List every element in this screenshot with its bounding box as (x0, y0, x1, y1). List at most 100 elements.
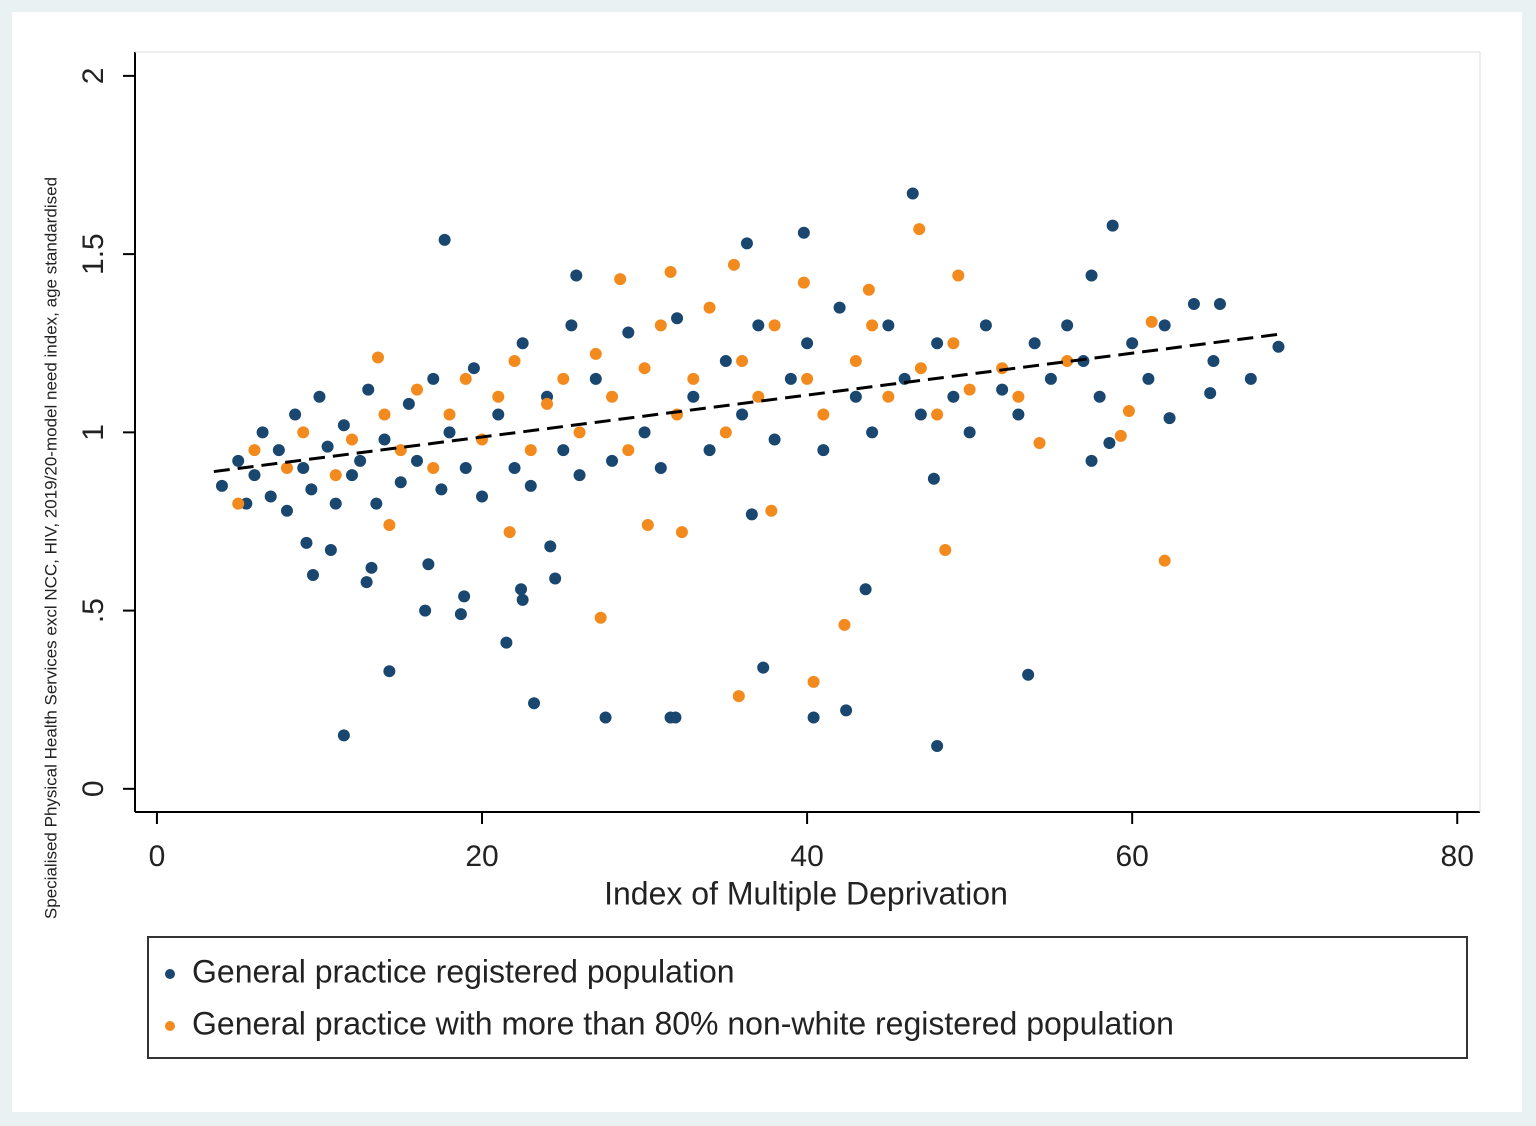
data-point (622, 444, 635, 457)
data-point (427, 462, 440, 475)
data-point (1114, 429, 1127, 442)
data-point (1085, 454, 1098, 467)
x-tick-label: 20 (465, 840, 498, 873)
data-point (515, 583, 528, 596)
data-point (939, 543, 952, 556)
data-point (931, 408, 944, 421)
x-tick-label: 80 (1441, 840, 1474, 873)
data-point (1012, 408, 1025, 421)
data-point (492, 390, 505, 403)
data-point (476, 490, 489, 503)
data-point (757, 661, 770, 674)
data-point (862, 283, 875, 296)
data-point (306, 568, 319, 581)
data-point (719, 426, 732, 439)
data-point (215, 479, 228, 492)
data-point (272, 444, 285, 457)
data-point (313, 390, 326, 403)
data-point (1142, 372, 1155, 385)
data-point (516, 593, 529, 606)
data-point (947, 390, 960, 403)
data-point (1033, 437, 1046, 450)
data-point (669, 711, 682, 724)
data-point (232, 497, 245, 510)
data-point (801, 337, 814, 350)
data-point (927, 472, 940, 485)
data-point (549, 572, 562, 585)
data-point (801, 372, 814, 385)
data-point (365, 561, 378, 574)
trend-line (213, 332, 1279, 474)
data-point (1044, 372, 1057, 385)
data-point (443, 426, 456, 439)
data-point (849, 355, 862, 368)
data-point (528, 697, 541, 710)
data-point (354, 454, 367, 467)
data-point (289, 408, 302, 421)
data-point (1028, 337, 1041, 350)
data-point (817, 408, 830, 421)
data-point (589, 372, 602, 385)
x-axis-title: Index of Multiple Deprivation (604, 875, 1008, 911)
data-point (807, 675, 820, 688)
data-point (732, 690, 745, 703)
data-point (849, 390, 862, 403)
data-point (719, 355, 732, 368)
data-point (641, 519, 654, 532)
data-point (687, 372, 700, 385)
data-point (508, 355, 521, 368)
data-point (435, 483, 448, 496)
data-point (1022, 668, 1035, 681)
data-point (1093, 390, 1106, 403)
data-point (797, 226, 810, 239)
data-point (1085, 269, 1098, 282)
data-point (931, 740, 944, 753)
data-point (1145, 315, 1158, 328)
data-point (671, 312, 684, 325)
plot-background (12, 12, 1522, 1112)
y-tick-label: 2 (77, 68, 110, 85)
data-point (362, 383, 375, 396)
data-point (280, 504, 293, 517)
data-point (411, 383, 424, 396)
data-point (516, 337, 529, 350)
data-point (913, 223, 926, 236)
data-point (383, 519, 396, 532)
y-tick-label: 0 (77, 780, 110, 797)
data-point (599, 711, 612, 724)
data-point (654, 462, 667, 475)
data-point (1158, 319, 1171, 332)
data-point (345, 469, 358, 482)
data-point (411, 454, 424, 467)
data-point (833, 301, 846, 314)
data-point (963, 383, 976, 396)
data-point (614, 273, 627, 286)
data-point (544, 540, 557, 553)
data-point (454, 608, 467, 621)
x-tick-label: 60 (1115, 840, 1148, 873)
data-point (914, 362, 927, 375)
data-point (422, 558, 435, 571)
data-point (1163, 412, 1176, 425)
data-point (606, 390, 619, 403)
data-point (740, 237, 753, 250)
data-point (324, 543, 337, 556)
data-point (638, 362, 651, 375)
data-point (305, 483, 318, 496)
data-point (963, 426, 976, 439)
data-point (996, 383, 1009, 396)
y-tick-label: 1 (77, 424, 110, 441)
legend-box (147, 936, 1468, 1059)
data-point (383, 665, 396, 678)
data-point (736, 408, 749, 421)
data-point (752, 319, 765, 332)
data-point (784, 372, 797, 385)
data-point (765, 504, 778, 517)
data-point (882, 390, 895, 403)
data-point (664, 265, 677, 278)
legend-label: General practice with more than 80% non-… (192, 1005, 1174, 1041)
data-point (1213, 298, 1226, 311)
data-point (329, 497, 342, 510)
data-point (727, 258, 740, 271)
data-point (541, 397, 554, 410)
